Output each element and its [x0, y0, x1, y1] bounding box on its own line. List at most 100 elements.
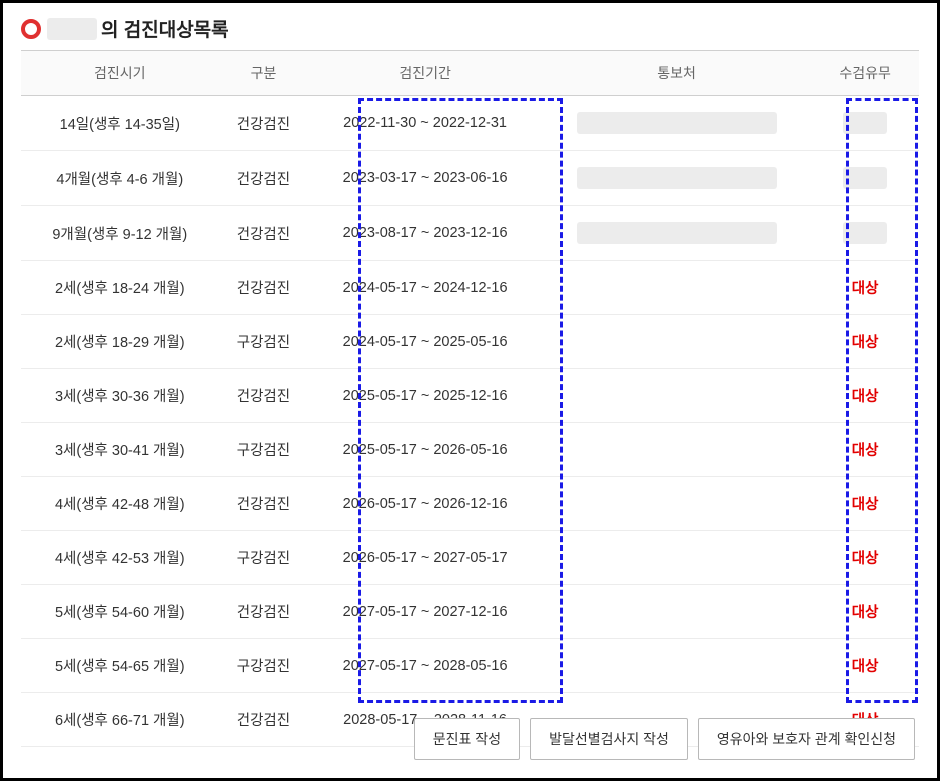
table-row: 2세(생후 18-24 개월)건강검진2024-05-17 ~ 2024-12-… [21, 261, 919, 315]
col-header-time: 검진시기 [21, 51, 219, 96]
cell-status [811, 151, 919, 206]
cell-period: 2024-05-17 ~ 2025-05-16 [308, 315, 541, 369]
child-name-redacted [47, 18, 97, 40]
cell-status: 대상 [811, 423, 919, 477]
checkup-list-window: 의 검진대상목록 검진시기 구분 검진기간 통보처 수검유무 14일(생후 14… [0, 0, 940, 781]
cell-notify [542, 206, 811, 261]
cell-status: 대상 [811, 369, 919, 423]
notify-redacted [577, 112, 777, 134]
cell-period: 2022-11-30 ~ 2022-12-31 [308, 96, 541, 151]
table-row: 9개월(생후 9-12 개월)건강검진2023-08-17 ~ 2023-12-… [21, 206, 919, 261]
notify-redacted [577, 167, 777, 189]
page-title: 의 검진대상목록 [101, 15, 229, 42]
guardian-relation-button[interactable]: 영유아와 보호자 관계 확인신청 [698, 718, 915, 760]
col-header-notify: 통보처 [542, 51, 811, 96]
cell-time: 5세(생후 54-65 개월) [21, 639, 219, 693]
cell-status: 대상 [811, 585, 919, 639]
cell-time: 2세(생후 18-24 개월) [21, 261, 219, 315]
cell-notify [542, 585, 811, 639]
cell-period: 2024-05-17 ~ 2024-12-16 [308, 261, 541, 315]
cell-type: 건강검진 [219, 477, 309, 531]
cell-type: 구강검진 [219, 315, 309, 369]
cell-status: 대상 [811, 315, 919, 369]
status-badge: 대상 [852, 551, 879, 567]
status-redacted [843, 167, 887, 189]
action-button-bar: 문진표 작성 발달선별검사지 작성 영유아와 보호자 관계 확인신청 [414, 718, 915, 760]
cell-notify [542, 261, 811, 315]
table-row: 4세(생후 42-48 개월)건강검진2026-05-17 ~ 2026-12-… [21, 477, 919, 531]
cell-time: 9개월(생후 9-12 개월) [21, 206, 219, 261]
col-header-period: 검진기간 [308, 51, 541, 96]
status-badge: 대상 [852, 335, 879, 351]
cell-status: 대상 [811, 261, 919, 315]
cell-period: 2025-05-17 ~ 2025-12-16 [308, 369, 541, 423]
cell-period: 2026-05-17 ~ 2027-05-17 [308, 531, 541, 585]
cell-status: 대상 [811, 639, 919, 693]
status-redacted [843, 112, 887, 134]
cell-type: 건강검진 [219, 693, 309, 747]
table-row: 4개월(생후 4-6 개월)건강검진2023-03-17 ~ 2023-06-1… [21, 151, 919, 206]
header: 의 검진대상목록 [3, 3, 937, 50]
cell-period: 2025-05-17 ~ 2026-05-16 [308, 423, 541, 477]
col-header-status: 수검유무 [811, 51, 919, 96]
status-badge: 대상 [852, 443, 879, 459]
cell-type: 구강검진 [219, 639, 309, 693]
table-row: 2세(생후 18-29 개월)구강검진2024-05-17 ~ 2025-05-… [21, 315, 919, 369]
status-badge: 대상 [852, 605, 879, 621]
cell-type: 구강검진 [219, 531, 309, 585]
cell-time: 4세(생후 42-53 개월) [21, 531, 219, 585]
target-icon [21, 19, 41, 39]
cell-notify [542, 531, 811, 585]
cell-notify [542, 151, 811, 206]
cell-status [811, 206, 919, 261]
checkup-table: 검진시기 구분 검진기간 통보처 수검유무 14일(생후 14-35일)건강검진… [21, 50, 919, 747]
cell-time: 3세(생후 30-41 개월) [21, 423, 219, 477]
cell-time: 5세(생후 54-60 개월) [21, 585, 219, 639]
cell-period: 2027-05-17 ~ 2028-05-16 [308, 639, 541, 693]
status-badge: 대상 [852, 659, 879, 675]
cell-time: 6세(생후 66-71 개월) [21, 693, 219, 747]
cell-notify [542, 369, 811, 423]
status-badge: 대상 [852, 389, 879, 405]
cell-type: 건강검진 [219, 261, 309, 315]
table-container: 검진시기 구분 검진기간 통보처 수검유무 14일(생후 14-35일)건강검진… [3, 50, 937, 747]
col-header-type: 구분 [219, 51, 309, 96]
table-row: 3세(생후 30-41 개월)구강검진2025-05-17 ~ 2026-05-… [21, 423, 919, 477]
status-badge: 대상 [852, 497, 879, 513]
table-body: 14일(생후 14-35일)건강검진2022-11-30 ~ 2022-12-3… [21, 96, 919, 747]
cell-period: 2023-03-17 ~ 2023-06-16 [308, 151, 541, 206]
cell-status [811, 96, 919, 151]
cell-period: 2026-05-17 ~ 2026-12-16 [308, 477, 541, 531]
cell-notify [542, 477, 811, 531]
table-header-row: 검진시기 구분 검진기간 통보처 수검유무 [21, 51, 919, 96]
cell-notify [542, 423, 811, 477]
table-row: 3세(생후 30-36 개월)건강검진2025-05-17 ~ 2025-12-… [21, 369, 919, 423]
cell-status: 대상 [811, 477, 919, 531]
cell-type: 구강검진 [219, 423, 309, 477]
cell-notify [542, 96, 811, 151]
cell-type: 건강검진 [219, 369, 309, 423]
table-row: 5세(생후 54-60 개월)건강검진2027-05-17 ~ 2027-12-… [21, 585, 919, 639]
cell-status: 대상 [811, 531, 919, 585]
notify-redacted [577, 222, 777, 244]
table-row: 5세(생후 54-65 개월)구강검진2027-05-17 ~ 2028-05-… [21, 639, 919, 693]
cell-notify [542, 639, 811, 693]
cell-time: 3세(생후 30-36 개월) [21, 369, 219, 423]
status-redacted [843, 222, 887, 244]
cell-time: 4세(생후 42-48 개월) [21, 477, 219, 531]
cell-time: 4개월(생후 4-6 개월) [21, 151, 219, 206]
development-test-button[interactable]: 발달선별검사지 작성 [530, 718, 688, 760]
table-row: 4세(생후 42-53 개월)구강검진2026-05-17 ~ 2027-05-… [21, 531, 919, 585]
cell-type: 건강검진 [219, 585, 309, 639]
cell-notify [542, 315, 811, 369]
table-row: 14일(생후 14-35일)건강검진2022-11-30 ~ 2022-12-3… [21, 96, 919, 151]
status-badge: 대상 [852, 281, 879, 297]
cell-period: 2027-05-17 ~ 2027-12-16 [308, 585, 541, 639]
questionnaire-button[interactable]: 문진표 작성 [414, 718, 520, 760]
cell-period: 2023-08-17 ~ 2023-12-16 [308, 206, 541, 261]
cell-type: 건강검진 [219, 151, 309, 206]
cell-type: 건강검진 [219, 206, 309, 261]
cell-type: 건강검진 [219, 96, 309, 151]
cell-time: 14일(생후 14-35일) [21, 96, 219, 151]
cell-time: 2세(생후 18-29 개월) [21, 315, 219, 369]
